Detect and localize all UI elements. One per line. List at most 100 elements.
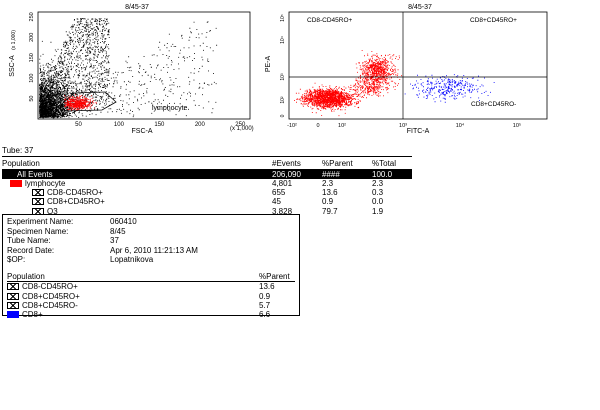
fitc-pe-plot: 8/45-37 PE-A 10⁵ 10⁴ 10³ 10² 0 CD8-CD45RO+ C… bbox=[265, 4, 548, 135]
quadrant-label-q4: CD8+CD45RO- bbox=[471, 101, 516, 108]
plot1-title: 8/45-37 bbox=[125, 4, 149, 11]
plot1-x-tick-label: 150 bbox=[154, 122, 165, 128]
gate-label-lymphocyte: lymphocyte bbox=[152, 105, 188, 112]
population-hierarchy: Tube: 37 Population #Events %Parent %Tot… bbox=[2, 145, 412, 217]
hierarchy-tube-line: Tube: 37 bbox=[2, 145, 412, 158]
hierarchy-row-name: lymphocyte bbox=[25, 178, 66, 188]
meta-pop-name: CD8+ bbox=[22, 310, 43, 320]
plot2-x-tick-label: 10² bbox=[338, 123, 346, 129]
population-swatch bbox=[10, 179, 22, 187]
lymphocyte-gate bbox=[61, 91, 117, 112]
plot1-y-tick-label: 150 bbox=[29, 53, 35, 62]
meta-pop-header: Population %Parent bbox=[7, 271, 295, 283]
hierarchy-row-total: 0.1 bbox=[372, 216, 383, 217]
hierarchy-row-parent: 0.9 bbox=[322, 197, 334, 207]
plot1-x-unit: (x 1,000) bbox=[230, 126, 254, 132]
quadrant-label-q1: CD8-CD45RO+ bbox=[307, 17, 353, 24]
meta-pop-parent: 5.7 bbox=[259, 300, 271, 310]
plot1-ylabel: SSC-A bbox=[9, 55, 16, 77]
plot1-y-ticks: 50 100 150 200 250 bbox=[29, 12, 35, 101]
plot1-y-unit: (x 1,000) bbox=[11, 30, 17, 50]
hierarchy-row[interactable]: All Events 206,090 #### 100.0 bbox=[2, 169, 412, 179]
meta-pop-name: CD8+CD45RO+ bbox=[22, 291, 80, 301]
hierarchy-row-parent: 5.7 bbox=[322, 216, 333, 217]
plot1-x-tick-label: 250 bbox=[235, 122, 246, 128]
hierarchy-row-parent: #### bbox=[322, 169, 340, 179]
hierarchy-row-total: 0.0 bbox=[372, 197, 384, 207]
meta-pop-header-label: Population bbox=[7, 271, 45, 281]
operator-row: $OP: Lopatnikova bbox=[7, 255, 295, 265]
tube-name-value: 37 bbox=[110, 236, 119, 246]
experiment-info-panel: Experiment Name: 060410 Specimen Name: 8… bbox=[2, 214, 300, 320]
plot1-y-tick-label: 100 bbox=[29, 74, 35, 83]
population-swatch bbox=[7, 301, 19, 309]
plot1-x-tick-label: 100 bbox=[114, 122, 125, 128]
population-swatch bbox=[2, 170, 14, 178]
hierarchy-row-parent: 13.6 bbox=[322, 188, 338, 198]
hierarchy-row-name: CD8-CD45RO+ bbox=[47, 188, 103, 198]
plot2-ylabel: PE-A bbox=[265, 56, 272, 73]
meta-pop-row: CD8+CD45RO+ 0.9 bbox=[7, 292, 295, 301]
plot1-xlabel: FSC-A bbox=[132, 128, 153, 135]
hierarchy-row[interactable]: CD8+CD45RO+ 45 0.9 0.0 bbox=[2, 197, 412, 206]
specimen-name-row: Specimen Name: 8/45 bbox=[7, 227, 295, 237]
operator-value: Lopatnikova bbox=[110, 255, 154, 265]
experiment-name-row: Experiment Name: 060410 bbox=[7, 217, 295, 227]
meta-pop-row: CD8-CD45RO+ 13.6 bbox=[7, 282, 295, 291]
plot2-cd8-events-dots bbox=[404, 74, 495, 103]
hierarchy-row-name: Q3 bbox=[47, 206, 58, 216]
hierarchy-row[interactable]: lymphocyte 4,801 2.3 2.3 bbox=[2, 179, 412, 188]
population-swatch bbox=[32, 198, 44, 206]
plot1-x-tick-label: 200 bbox=[195, 122, 206, 128]
operator-label: $OP: bbox=[7, 255, 26, 265]
meta-pop-parent: 13.6 bbox=[259, 282, 275, 292]
plot1-y-tick-label: 200 bbox=[29, 33, 35, 42]
hierarchy-row-parent: 79.7 bbox=[322, 206, 338, 216]
population-swatch bbox=[32, 189, 44, 197]
hdr-total: %Total bbox=[372, 159, 397, 169]
plot2-xlabel: FITC-A bbox=[407, 128, 430, 135]
hierarchy-tube-label: Tube: bbox=[2, 146, 23, 155]
tube-name-row: Tube Name: 37 bbox=[7, 236, 295, 246]
hierarchy-row-total: 100.0 bbox=[372, 169, 393, 179]
hierarchy-tube-value: 37 bbox=[24, 146, 34, 155]
plot2-x-tick-label: 0 bbox=[316, 123, 319, 129]
plot2-y-tick-label: 10³ bbox=[280, 73, 286, 81]
population-swatch bbox=[7, 292, 19, 300]
plot2-x-tick-label: 10³ bbox=[399, 123, 407, 129]
hierarchy-row-events: 4,801 bbox=[272, 178, 293, 188]
hdr-population: Population bbox=[2, 159, 40, 169]
hierarchy-row-events: 655 bbox=[272, 188, 286, 198]
plot2-x-tick-label: 10⁴ bbox=[456, 122, 465, 129]
hierarchy-row-total: 1.9 bbox=[372, 206, 384, 216]
population-swatch bbox=[7, 311, 19, 319]
specimen-name-value: 8/45 bbox=[110, 226, 126, 236]
meta-pop-row: CD8+CD45RO- 5.7 bbox=[7, 301, 295, 310]
plot1-x-ticks: 50 100 150 200 250 bbox=[75, 122, 246, 128]
plot2-y-tick-label: 10² bbox=[280, 96, 286, 104]
plot2-x-ticks: -10² 0 10² 10³ 10⁴ 10⁵ bbox=[287, 122, 521, 129]
plot1-lymphocyte-dots bbox=[64, 94, 97, 111]
hierarchy-row[interactable]: CD8-CD45RO+ 655 13.6 0.3 bbox=[2, 188, 412, 197]
plot2-events bbox=[294, 50, 495, 117]
plot2-y-ticks: 10⁵ 10⁴ 10³ 10² 0 bbox=[280, 14, 286, 117]
plot2-red-events-dots bbox=[294, 50, 402, 117]
hierarchy-row-name: CD8+CD45RO+ bbox=[47, 197, 105, 207]
hdr-parent: %Parent bbox=[322, 159, 353, 169]
hierarchy-row-total: 0.3 bbox=[372, 188, 384, 198]
plot1-frame bbox=[37, 11, 251, 120]
plot1-x-tick-label: 50 bbox=[75, 122, 82, 128]
quadrant-label-q2: CD8+CD45RO+ bbox=[470, 17, 517, 24]
plot1-events bbox=[39, 18, 218, 119]
meta-pop-name: CD8-CD45RO+ bbox=[22, 282, 78, 292]
plot1-y-tick-label: 250 bbox=[29, 12, 35, 21]
hierarchy-row-events: 206,090 bbox=[272, 169, 301, 179]
hierarchy-row-parent: 2.3 bbox=[322, 178, 334, 188]
hierarchy-rows: All Events 206,090 #### 100.0 lymphocyte 4,80… bbox=[2, 169, 412, 217]
record-date-row: Record Date: Apr 6, 2010 11:21:13 AM bbox=[7, 246, 295, 256]
hierarchy-row-events: 3,828 bbox=[272, 206, 293, 216]
specimen-name-label: Specimen Name: bbox=[7, 226, 69, 236]
population-swatch bbox=[7, 283, 19, 291]
tube-name-label: Tube Name: bbox=[7, 236, 51, 246]
meta-pop-name: CD8+CD45RO- bbox=[22, 300, 78, 310]
